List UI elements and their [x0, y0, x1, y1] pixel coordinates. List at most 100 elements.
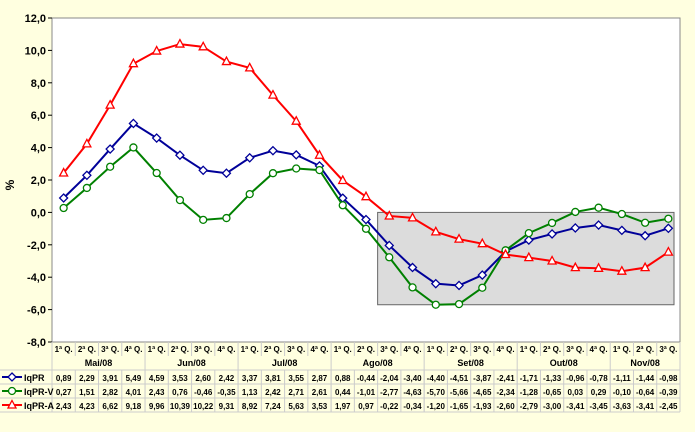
- legend-label: IqPR-V: [24, 387, 54, 397]
- table-cell: 3,53: [172, 374, 188, 383]
- data-point: [58, 193, 69, 203]
- x-tick-label: 3ª Q.: [194, 345, 212, 354]
- data-point: [291, 115, 302, 125]
- table-cell: -1,11: [613, 374, 631, 383]
- table-cell: -2,45: [659, 402, 678, 411]
- table-cell: -1,28: [520, 388, 539, 397]
- table-cell: 0,88: [335, 374, 351, 383]
- x-tick-label: 1ª Q.: [55, 345, 73, 354]
- x-tick-label: 3ª Q.: [380, 345, 398, 354]
- data-point: [222, 213, 231, 223]
- y-tick-label: 2,0: [31, 175, 46, 187]
- table-cell: -5,70: [427, 388, 446, 397]
- x-tick-label: 2ª Q.: [636, 345, 654, 354]
- data-point: [640, 230, 651, 241]
- data-point: [663, 246, 674, 256]
- table-cell: 5,49: [126, 374, 142, 383]
- table-cell: -0,65: [543, 388, 562, 397]
- data-point: [58, 167, 69, 177]
- x-tick-label: 4ª Q.: [217, 345, 235, 354]
- data-point: [431, 300, 440, 309]
- table-cell: 0,97: [358, 402, 374, 411]
- data-point: [407, 212, 418, 222]
- table-cell: 4,59: [149, 374, 165, 383]
- table-cell: 9,31: [219, 402, 235, 411]
- table-cell: -4,63: [403, 388, 422, 397]
- table-cell: -1,65: [450, 402, 469, 411]
- x-tick-label: 4ª Q.: [497, 345, 515, 354]
- data-point: [547, 229, 557, 239]
- data-point: [570, 223, 581, 233]
- x-tick-label: 1ª Q.: [427, 345, 445, 354]
- table-cell: -0,10: [613, 388, 632, 397]
- data-point: [128, 57, 139, 68]
- table-cell: -1,20: [427, 402, 446, 411]
- table-cell: -3,45: [589, 402, 608, 411]
- table-cell: -2,60: [496, 402, 515, 411]
- month-label: Mai/08: [85, 358, 113, 368]
- y-tick-label: -6,0: [27, 305, 46, 317]
- table-cell: 1,13: [242, 388, 258, 397]
- y-tick-label: 12,0: [25, 13, 46, 25]
- data-point: [244, 152, 255, 163]
- table-cell: -0,35: [217, 388, 236, 397]
- data-point: [151, 45, 162, 55]
- table-cell: 2,29: [79, 374, 95, 383]
- y-tick-label: 0,0: [31, 207, 46, 219]
- data-point: [640, 261, 651, 272]
- x-tick-label: 3ª Q.: [101, 345, 119, 354]
- data-point: [384, 210, 395, 220]
- data-point: [175, 195, 185, 205]
- data-point: [453, 233, 465, 243]
- data-point: [291, 149, 302, 160]
- data-point: [6, 399, 18, 409]
- y-tick-label: 4,0: [31, 143, 46, 155]
- y-tick-label: 8,0: [31, 78, 46, 90]
- data-point: [105, 162, 115, 171]
- table-cell: -3,63: [613, 402, 632, 411]
- data-point: [408, 283, 417, 292]
- data-point: [616, 265, 627, 275]
- table-cell: -2,41: [496, 374, 515, 383]
- data-point: [430, 225, 441, 236]
- data-point: [524, 228, 533, 238]
- series-IqPR-A: [58, 38, 674, 275]
- table-cell: -1,01: [357, 388, 376, 397]
- table-cell: 0,44: [335, 388, 351, 397]
- table-cell: -0,98: [659, 374, 678, 383]
- table-cell: -3,40: [403, 374, 422, 383]
- x-tick-label: 1ª Q.: [520, 345, 538, 354]
- data-point: [105, 144, 116, 154]
- table-cell: 7,24: [265, 402, 281, 411]
- table-cell: -1,33: [543, 374, 562, 383]
- x-tick-label: 3ª Q.: [473, 345, 491, 354]
- data-point: [315, 165, 324, 175]
- data-point: [314, 149, 325, 159]
- data-point: [593, 220, 604, 230]
- data-point: [338, 201, 347, 210]
- table-cell: 3,53: [312, 402, 328, 411]
- table-cell: 0,29: [591, 388, 607, 397]
- month-label: Set/08: [457, 358, 484, 368]
- data-point: [570, 261, 581, 272]
- month-label: Out/08: [550, 358, 578, 368]
- x-tick-label: 4ª Q.: [124, 345, 142, 354]
- data-point: [454, 299, 464, 309]
- table-cell: -3,00: [543, 402, 562, 411]
- data-point: [664, 214, 673, 223]
- data-point: [593, 262, 604, 272]
- data-point: [571, 207, 580, 217]
- table-cell: -0,44: [357, 374, 376, 383]
- data-point: [199, 215, 208, 225]
- table-cell: -0,64: [636, 388, 655, 397]
- data-point: [454, 280, 464, 291]
- data-point: [105, 99, 116, 109]
- x-tick-label: 2ª Q.: [543, 345, 561, 354]
- table-cell: -0,78: [589, 374, 608, 383]
- data-point: [198, 40, 209, 51]
- data-point: [407, 262, 418, 273]
- data-point: [292, 164, 301, 173]
- x-tick-label: 2ª Q.: [78, 345, 96, 354]
- table-cell: 4,23: [79, 402, 95, 411]
- data-point: [81, 170, 92, 181]
